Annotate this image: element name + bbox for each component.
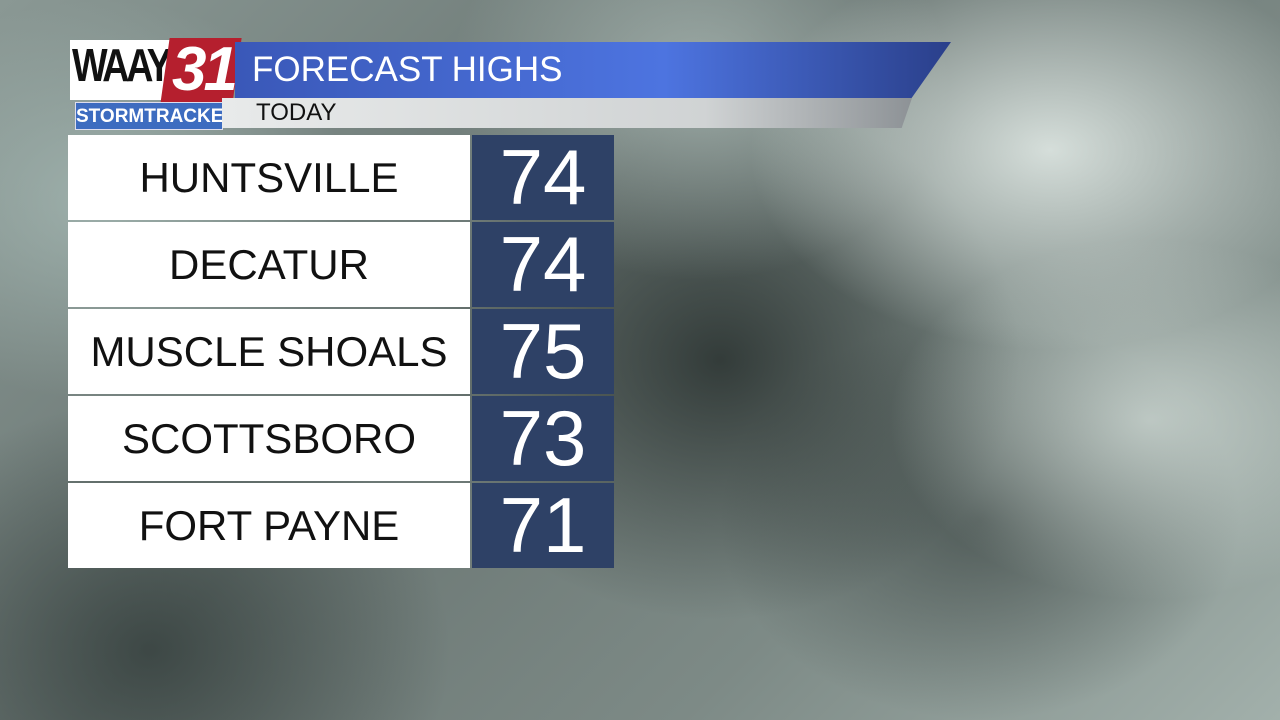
subtitle-bar [222, 98, 912, 128]
forecast-row: SCOTTSBORO 73 [68, 394, 614, 482]
forecast-row: DECATUR 74 [68, 220, 614, 308]
city-name: DECATUR [68, 222, 470, 307]
high-temp: 71 [472, 481, 614, 569]
page-title: FORECAST HIGHS [252, 50, 563, 89]
city-name: HUNTSVILLE [68, 135, 470, 220]
high-temp: 74 [472, 133, 614, 221]
logo-channel: 31 [172, 35, 238, 104]
city-name: MUSCLE SHOALS [68, 309, 470, 394]
title-bar [235, 42, 951, 98]
logo-brand: STORMTRACKER [75, 102, 237, 130]
page-subtitle: TODAY [256, 99, 337, 126]
logo-station: WAAY [72, 39, 172, 91]
logo-background [70, 40, 170, 100]
city-name: SCOTTSBORO [68, 396, 470, 481]
forecast-row: HUNTSVILLE 74 [68, 133, 614, 221]
high-temp: 74 [472, 220, 614, 308]
high-temp: 75 [472, 307, 614, 395]
high-temp: 73 [472, 394, 614, 482]
forecast-row: MUSCLE SHOALS 75 [68, 307, 614, 395]
forecast-row: FORT PAYNE 71 [68, 481, 614, 569]
city-name: FORT PAYNE [68, 483, 470, 568]
